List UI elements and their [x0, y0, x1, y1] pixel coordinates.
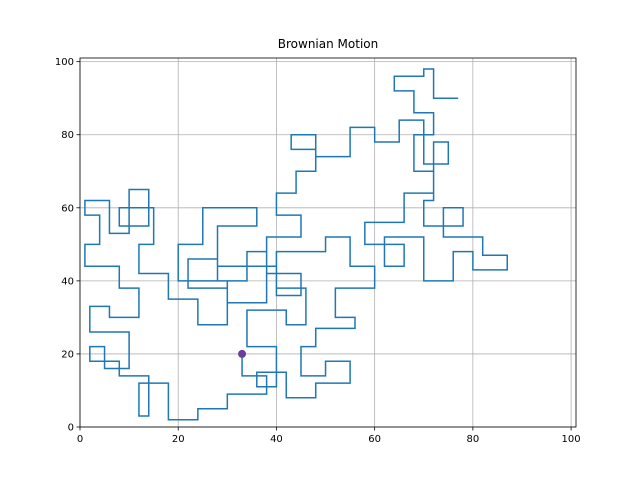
- y-tick-label: 60: [61, 203, 74, 214]
- x-tick-label: 40: [270, 434, 283, 445]
- y-tick-label: 20: [61, 349, 74, 360]
- x-tick-label: 0: [77, 434, 83, 445]
- plot-frame: [79, 57, 577, 428]
- x-tick-label: 100: [562, 434, 581, 445]
- x-tick-label: 20: [172, 434, 185, 445]
- y-tick-label: 0: [68, 423, 74, 434]
- y-tick-label: 40: [61, 276, 74, 287]
- y-tick-label: 80: [61, 130, 74, 141]
- y-tick-label: 100: [55, 57, 74, 68]
- chart-title: Brownian Motion: [278, 37, 378, 51]
- x-tick-label: 60: [368, 434, 381, 445]
- x-tick-label: 80: [467, 434, 480, 445]
- walk-line: [84, 68, 508, 421]
- start-point: [238, 349, 247, 358]
